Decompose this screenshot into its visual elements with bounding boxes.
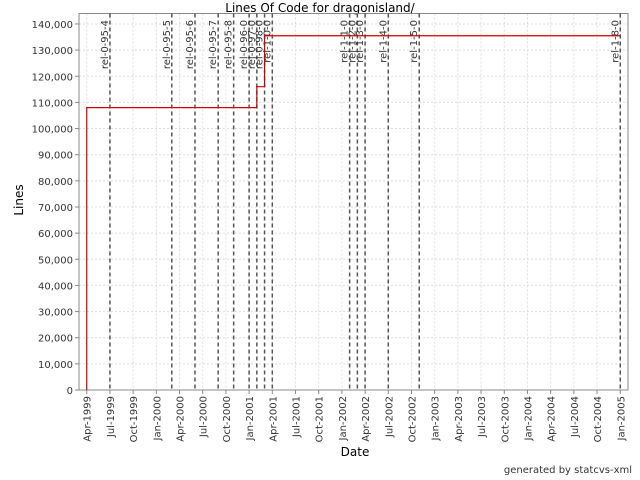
x-tick-label: Jul-1999	[106, 396, 117, 438]
y-tick-label: 120,000	[32, 72, 73, 83]
release-label: rel-0-95-8	[224, 20, 235, 69]
x-tick-label: Jan-2005	[616, 396, 627, 441]
chart-title: Lines Of Code for dragonisland/	[225, 1, 415, 15]
y-tick-label: 100,000	[32, 125, 73, 136]
y-tick-label: 110,000	[32, 98, 73, 109]
y-tick-label: 80,000	[38, 177, 73, 188]
x-tick-label: Jul-2004	[570, 396, 581, 438]
x-tick-label: Jul-2001	[292, 396, 303, 438]
y-axis-label: Lines	[12, 184, 26, 215]
release-label: rel-1-0-0	[262, 20, 273, 63]
release-label: rel-1-2-0	[347, 20, 358, 63]
data-line	[86, 35, 621, 390]
x-tick-label: Jul-2003	[477, 396, 488, 438]
x-tick-label: Oct-2002	[407, 396, 418, 442]
release-label: rel-0-95-4	[100, 20, 111, 69]
x-tick-label: Jan-2003	[431, 396, 442, 441]
y-tick-label: 30,000	[38, 308, 73, 319]
x-tick-label: Jul-2000	[199, 396, 210, 438]
x-tick-label: Apr-1999	[83, 396, 94, 442]
x-tick-label: Apr-2002	[361, 396, 372, 442]
x-tick-label: Jan-2002	[338, 396, 349, 441]
y-tick-label: 0	[67, 386, 73, 397]
release-label: rel-1-5-0	[409, 20, 420, 63]
plot-frame	[78, 13, 629, 391]
release-label: rel-0-95-5	[162, 20, 173, 69]
x-tick-label: Jan-2001	[245, 396, 256, 441]
release-label: rel-0-96-0	[239, 20, 250, 69]
x-axis-label: Date	[341, 445, 370, 459]
y-tick-label: 10,000	[38, 360, 73, 371]
y-tick-label: 50,000	[38, 255, 73, 266]
y-tick-label: 60,000	[38, 229, 73, 240]
release-label: rel-1-1-0	[340, 20, 351, 63]
x-tick-label: Jan-2004	[523, 396, 534, 441]
x-tick-label: Jan-2000	[152, 396, 163, 441]
x-tick-label: Oct-2004	[593, 396, 604, 442]
x-tick-label: Oct-2001	[315, 396, 326, 442]
x-tick-label: Oct-2000	[222, 396, 233, 442]
release-label: rel-0-95-6	[185, 20, 196, 69]
release-label: rel-0-98-0	[255, 20, 266, 69]
x-tick-label: Apr-2004	[547, 396, 558, 442]
x-tick-label: Apr-2003	[454, 396, 465, 442]
x-tick-label: Apr-2001	[268, 396, 279, 442]
y-tick-label: 90,000	[38, 151, 73, 162]
release-label: rel-1-4-0	[378, 20, 389, 63]
x-tick-label: Oct-2003	[500, 396, 511, 442]
y-tick-label: 20,000	[38, 334, 73, 345]
y-tick-label: 70,000	[38, 203, 73, 214]
y-tick-label: 130,000	[32, 46, 73, 57]
y-tick-label: 40,000	[38, 281, 73, 292]
release-label: rel-1-8-0	[610, 20, 621, 63]
release-label: rel-1-3-0	[355, 20, 366, 63]
y-tick-label: 140,000	[32, 20, 73, 31]
release-label: rel-0-97-0	[247, 20, 258, 69]
footer: generated by statcvs-xml	[504, 465, 632, 476]
x-tick-label: Oct-1999	[129, 396, 140, 442]
release-label: rel-0-95-7	[208, 20, 219, 69]
x-tick-label: Jul-2002	[384, 396, 395, 438]
x-tick-label: Apr-2000	[176, 396, 187, 442]
